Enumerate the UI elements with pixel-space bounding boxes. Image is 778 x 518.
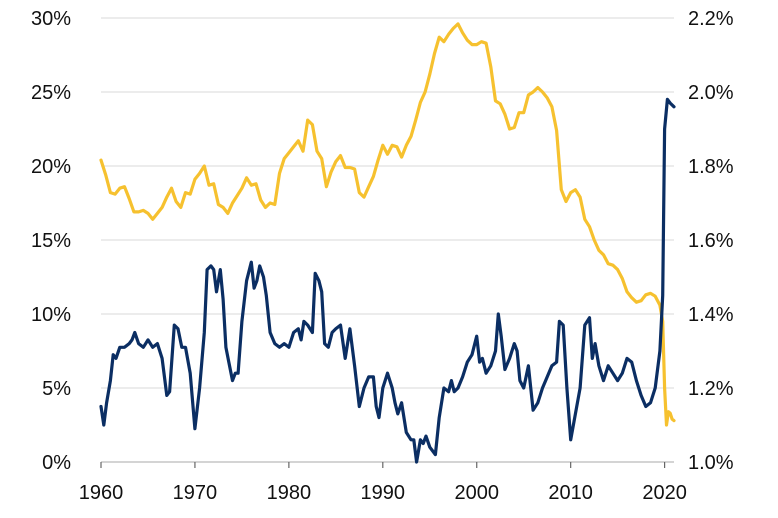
y-left-tick-label: 20% [31,156,71,178]
x-tick-label: 2000 [454,482,499,504]
y-left-tick-label: 15% [31,230,71,252]
y-right-tick-label: 2.2% [688,8,734,30]
y-left-tick-label: 5% [42,378,71,400]
y-left-tick-label: 30% [31,8,71,30]
y-right-tick-label: 1.0% [688,452,734,474]
y-right-tick-label: 1.8% [688,156,734,178]
y-right-tick-label: 1.4% [688,304,734,326]
series-lines [99,22,676,464]
x-tick-label: 1980 [267,482,312,504]
y-left-tick-label: 0% [42,452,71,474]
y-left-tick-label: 25% [31,82,71,104]
y-right-tick-label: 1.6% [688,230,734,252]
left-axis-series-line [99,22,676,427]
tick-labels: 0% 5% 10% 15% 20% 25% 30% 1.0% 1.2% 1.4% 1.6% 1.8% 2… [31,8,734,504]
y-right-tick-label: 1.2% [688,378,734,400]
axes [100,461,674,468]
x-tick-label: 2020 [642,482,687,504]
gridlines [101,17,674,389]
y-left-tick-label: 10% [31,304,71,326]
x-tick-label: 1970 [173,482,218,504]
x-tick-label: 2010 [548,482,593,504]
x-tick-label: 1990 [361,482,406,504]
right-axis-series-line [99,97,676,464]
x-tick-label: 1960 [79,482,124,504]
y-right-tick-label: 2.0% [688,82,734,104]
